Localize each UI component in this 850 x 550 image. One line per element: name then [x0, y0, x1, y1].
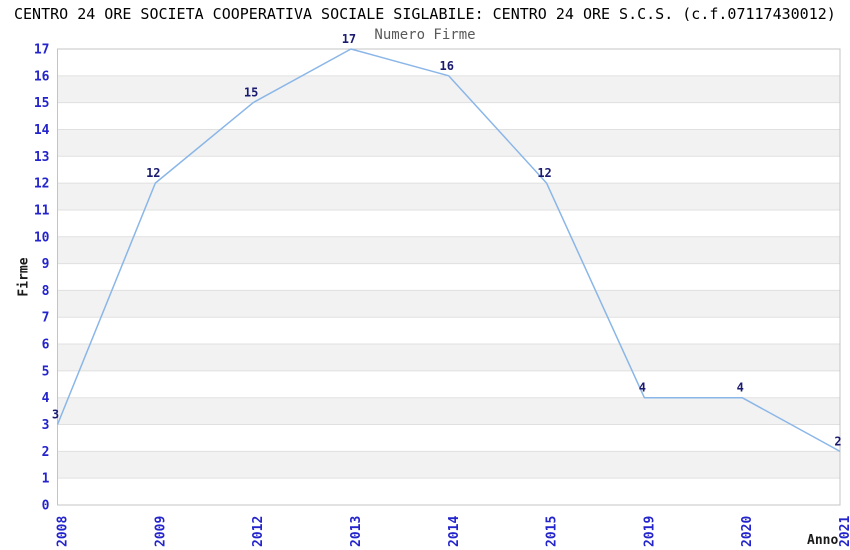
y-tick-label: 2 [42, 445, 50, 460]
y-tick-label: 11 [34, 203, 50, 218]
x-tick-label: 2009 [153, 516, 168, 547]
data-point-label: 4 [737, 381, 744, 395]
x-tick-label: 2015 [545, 516, 560, 547]
y-tick-label: 10 [34, 230, 50, 245]
grid-band [57, 344, 840, 371]
grid-band [57, 236, 840, 264]
x-tick-label: 2019 [642, 516, 657, 547]
grid-band [57, 75, 840, 103]
y-tick-label: 0 [42, 499, 50, 514]
x-tick-label: 2013 [349, 516, 364, 547]
data-point-label: 3 [52, 408, 59, 422]
data-point-label: 16 [440, 59, 454, 73]
data-point-label: 4 [639, 381, 646, 395]
x-tick-label: 2020 [740, 516, 755, 547]
chart-title: Numero Firme [374, 27, 476, 43]
y-tick-label: 13 [34, 150, 50, 165]
y-tick-label: 8 [42, 284, 50, 299]
y-tick-label: 16 [34, 69, 50, 84]
x-tick-label: 2021 [838, 516, 850, 547]
y-tick-label: 7 [42, 311, 50, 326]
x-tick-label: 2012 [251, 516, 266, 547]
grid-band [57, 129, 840, 157]
grid-band [57, 397, 840, 425]
x-tick-label: 2014 [447, 516, 462, 547]
y-tick-label: 9 [42, 257, 50, 272]
data-point-label: 12 [537, 166, 551, 180]
y-tick-label: 15 [34, 96, 50, 111]
x-tick-label: 2008 [56, 516, 71, 547]
x-axis-label: Anno [807, 533, 839, 548]
y-tick-label: 17 [34, 43, 50, 58]
y-tick-label: 4 [42, 391, 50, 406]
data-line [56, 48, 841, 453]
y-tick-label: 5 [42, 364, 50, 379]
grid-band [57, 451, 840, 479]
page-title: CENTRO 24 ORE SOCIETA COOPERATIVA SOCIAL… [14, 5, 836, 23]
y-tick-label: 1 [42, 472, 50, 487]
data-point-label: 12 [146, 166, 160, 180]
y-tick-label: 6 [42, 338, 50, 353]
grid-band [57, 183, 840, 210]
data-point-label: 15 [244, 86, 258, 100]
data-point-label: 2 [834, 434, 841, 448]
y-tick-label: 3 [42, 418, 50, 433]
y-tick-label: 12 [34, 177, 50, 192]
plot-border [57, 48, 841, 506]
data-point-label: 17 [342, 32, 356, 46]
grid-band [57, 290, 840, 318]
y-tick-label: 14 [34, 123, 50, 138]
